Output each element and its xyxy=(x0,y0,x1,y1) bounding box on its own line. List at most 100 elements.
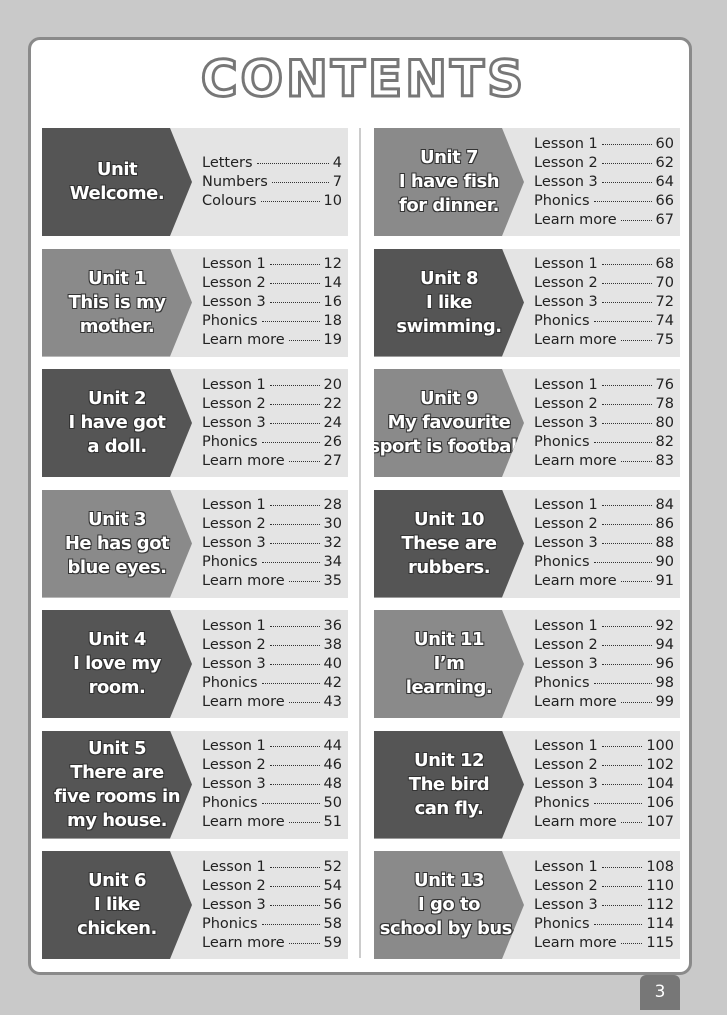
lesson-name: Lesson 1 xyxy=(202,497,266,513)
lesson-row: Lesson 3 112 xyxy=(534,896,674,915)
lesson-name: Learn more xyxy=(202,452,285,469)
lesson-row: Lesson 1 92 xyxy=(534,617,674,636)
lesson-name: Lesson 1 xyxy=(534,497,598,513)
page-title: CONTENTS xyxy=(199,49,527,110)
leader-dots xyxy=(261,682,320,684)
unit-title-line: chicken. xyxy=(77,918,157,939)
lesson-row: Lesson 1 20 xyxy=(202,376,342,395)
lesson-name: Lesson 1 xyxy=(202,256,266,272)
lesson-name: Learn more xyxy=(534,452,617,469)
leader-dots xyxy=(620,340,652,341)
lesson-list: Lesson 1 60 Lesson 2 62 Lesson 3 64 Phonics 66 L… xyxy=(534,128,674,236)
leader-dots xyxy=(269,784,320,785)
unit-banner: Unit 6 I like chicken. xyxy=(42,851,192,959)
lesson-page: 32 xyxy=(323,535,342,551)
lesson-name: Lesson 2 xyxy=(534,516,598,532)
lesson-page: 102 xyxy=(646,757,674,773)
lesson-name: Lesson 3 xyxy=(534,776,598,792)
lesson-row: Lesson 2 78 xyxy=(534,395,674,414)
lesson-row: Phonics 106 xyxy=(534,794,674,813)
lesson-name: Lesson 1 xyxy=(534,858,598,875)
lesson-page: 59 xyxy=(323,934,342,951)
lesson-name: Lesson 3 xyxy=(202,896,266,913)
lesson-page: 54 xyxy=(323,877,342,894)
lesson-row: Learn more 35 xyxy=(202,572,342,591)
lesson-page: 43 xyxy=(323,693,342,710)
lesson-page: 7 xyxy=(332,173,342,190)
divider xyxy=(359,128,361,958)
lesson-row: Lesson 3 56 xyxy=(202,896,342,915)
leader-dots xyxy=(288,340,320,341)
lesson-row: Lesson 3 24 xyxy=(202,414,342,433)
leader-dots xyxy=(269,302,320,303)
lesson-page: 51 xyxy=(323,814,342,830)
lesson-row: Learn more 75 xyxy=(534,331,674,350)
lesson-name: Lesson 2 xyxy=(534,757,598,773)
lesson-name: Lesson 3 xyxy=(202,414,266,431)
lesson-page: 84 xyxy=(655,497,674,513)
unit-title-line: This is my xyxy=(68,291,166,313)
leader-dots xyxy=(601,403,652,405)
leader-dots xyxy=(261,923,320,925)
lesson-row: Lesson 1 108 xyxy=(534,858,674,877)
lesson-name: Lesson 3 xyxy=(534,294,598,310)
lesson-name: Lesson 2 xyxy=(202,636,266,653)
lesson-row: Lesson 3 16 xyxy=(202,293,342,312)
lesson-row: Lesson 3 88 xyxy=(534,534,674,553)
lesson-row: Lesson 3 80 xyxy=(534,414,674,433)
leader-dots xyxy=(620,942,643,944)
leader-dots xyxy=(601,264,652,265)
unit-banner: Unit 5 There are five rooms in my house. xyxy=(42,730,192,839)
leader-dots xyxy=(601,746,643,747)
leader-dots xyxy=(261,441,320,443)
lesson-name: Learn more xyxy=(202,934,285,951)
lesson-page: 40 xyxy=(323,655,342,672)
unit-banner: Unit 10 These are rubbers. xyxy=(374,489,524,598)
leader-dots xyxy=(601,866,643,868)
unit-banner: Unit 13 I go to school by bus. xyxy=(374,851,524,959)
lesson-name: Lesson 3 xyxy=(202,535,266,551)
lesson-row: Lesson 3 104 xyxy=(534,775,674,794)
leader-dots xyxy=(601,505,652,506)
leader-dots xyxy=(256,162,329,164)
unit-title-line: My favourite xyxy=(387,412,511,433)
lesson-page: 112 xyxy=(646,896,674,913)
lesson-row: Learn more 19 xyxy=(202,331,342,350)
lesson-name: Lesson 2 xyxy=(534,877,598,894)
lesson-name: Phonics xyxy=(202,313,258,329)
lesson-page: 35 xyxy=(323,573,342,589)
lesson-name: Lesson 3 xyxy=(534,896,598,913)
lesson-row: Learn more 43 xyxy=(202,693,342,712)
lesson-name: Phonics xyxy=(202,433,258,450)
unit-banner: Unit 1 This is my mother. xyxy=(42,248,192,357)
leader-dots xyxy=(601,384,652,386)
unit-title-line: Unit 4 xyxy=(88,629,147,650)
leader-dots xyxy=(593,200,652,202)
unit-title-line: I like xyxy=(94,894,141,915)
unit-title-line: swimming. xyxy=(396,315,502,337)
lesson-row: Lesson 1 44 xyxy=(202,737,342,756)
unit-title-line: Unit 5 xyxy=(88,737,147,759)
lesson-row: Phonics 34 xyxy=(202,553,342,572)
lesson-row: Lesson 2 94 xyxy=(534,636,674,655)
unit-title-line: The bird xyxy=(408,773,490,795)
lesson-name: Lesson 1 xyxy=(534,256,598,272)
lesson-name: Learn more xyxy=(534,332,617,348)
lesson-name: Colours xyxy=(202,192,257,209)
unit-card: Unit 3 He has got blue eyes. Lesson 1 28 Less… xyxy=(42,489,348,598)
unit-title-line: I love my xyxy=(73,653,161,674)
lesson-row: Lesson 1 12 xyxy=(202,255,342,274)
lesson-name: Phonics xyxy=(202,795,258,811)
lesson-name: Phonics xyxy=(534,192,590,209)
leader-dots xyxy=(269,403,320,405)
unit-title-line: room. xyxy=(88,677,146,698)
leader-dots xyxy=(620,460,652,462)
lesson-list: Lesson 1 36 Lesson 2 38 Lesson 3 40 Phonics 42 L… xyxy=(202,610,342,718)
lesson-page: 83 xyxy=(655,452,674,469)
lesson-page: 88 xyxy=(655,535,674,551)
lesson-row: Learn more 91 xyxy=(534,572,674,591)
unit-title-line: a doll. xyxy=(87,436,147,457)
lesson-list: Lesson 1 84 Lesson 2 86 Lesson 3 88 Phonics 90 L… xyxy=(534,490,674,598)
lesson-row: Learn more 99 xyxy=(534,693,674,712)
lesson-row: Lesson 2 14 xyxy=(202,274,342,293)
